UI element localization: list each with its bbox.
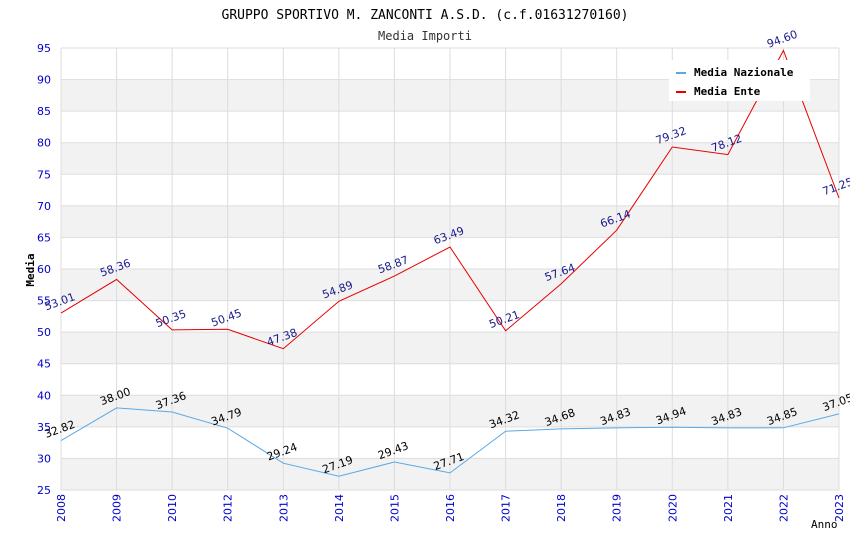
x-tick-label: 2013 [277, 494, 290, 522]
x-tick-label: 2014 [333, 494, 346, 522]
x-axis-title: Anno [811, 518, 838, 531]
series-line-media-nazionale [60, 407, 840, 477]
legend-label: Media Ente [694, 85, 761, 98]
y-tick-label: 75 [37, 168, 51, 181]
x-tick-label: 2022 [777, 494, 790, 522]
x-tick-label: 2019 [611, 494, 624, 522]
y-tick-label: 90 [37, 74, 51, 87]
x-tick-label: 2021 [722, 494, 735, 522]
y-tick-label: 80 [37, 137, 51, 150]
data-label: 71.25 [821, 175, 850, 198]
x-tick-label: 2009 [111, 494, 124, 522]
data-label: 50.45 [209, 307, 243, 330]
data-label: 94.60 [765, 28, 799, 51]
legend-label: Media Nazionale [694, 66, 794, 79]
x-tick-label: 2018 [555, 494, 568, 522]
y-tick-label: 30 [37, 452, 51, 465]
legend-box [669, 60, 810, 101]
y-tick-label: 55 [37, 295, 51, 308]
y-tick-label: 45 [37, 358, 51, 371]
y-tick-label: 50 [37, 326, 51, 339]
y-tick-label: 95 [37, 42, 51, 55]
y-tick-label: 40 [37, 389, 51, 402]
x-tick-label: 2016 [444, 494, 457, 522]
series-lines [60, 49, 840, 477]
x-tick-label: 2017 [500, 494, 513, 522]
y-tick-label: 70 [37, 200, 51, 213]
plot-grid [60, 47, 840, 491]
y-axis: 25 30 35 40 45 50 55 60 65 70 75 80 85 90 95 [37, 42, 51, 497]
y-tick-label: 35 [37, 421, 51, 434]
x-tick-label: 2023 [833, 494, 846, 522]
legend: Media Nazionale Media Ente [669, 60, 810, 101]
y-tick-label: 65 [37, 231, 51, 244]
chart-subtitle: Media Importi [378, 29, 472, 43]
chart-title: GRUPPO SPORTIVO M. ZANCONTI A.S.D. (c.f.… [222, 8, 629, 23]
x-tick-label: 2012 [222, 494, 235, 522]
x-tick-label: 2015 [388, 494, 401, 522]
y-tick-label: 25 [37, 484, 51, 497]
x-tick-label: 2020 [666, 494, 679, 522]
y-tick-label: 60 [37, 263, 51, 276]
x-tick-label: 2008 [55, 494, 68, 522]
y-tick-label: 85 [37, 105, 51, 118]
x-tick-label: 2010 [166, 494, 179, 522]
data-label: 50.35 [154, 307, 188, 330]
series-line-media-ente [60, 49, 840, 350]
x-axis: 2008 2009 2010 2012 2013 2014 2015 2016 2017 2018… [55, 494, 846, 522]
y-axis-title: Media [24, 253, 37, 286]
